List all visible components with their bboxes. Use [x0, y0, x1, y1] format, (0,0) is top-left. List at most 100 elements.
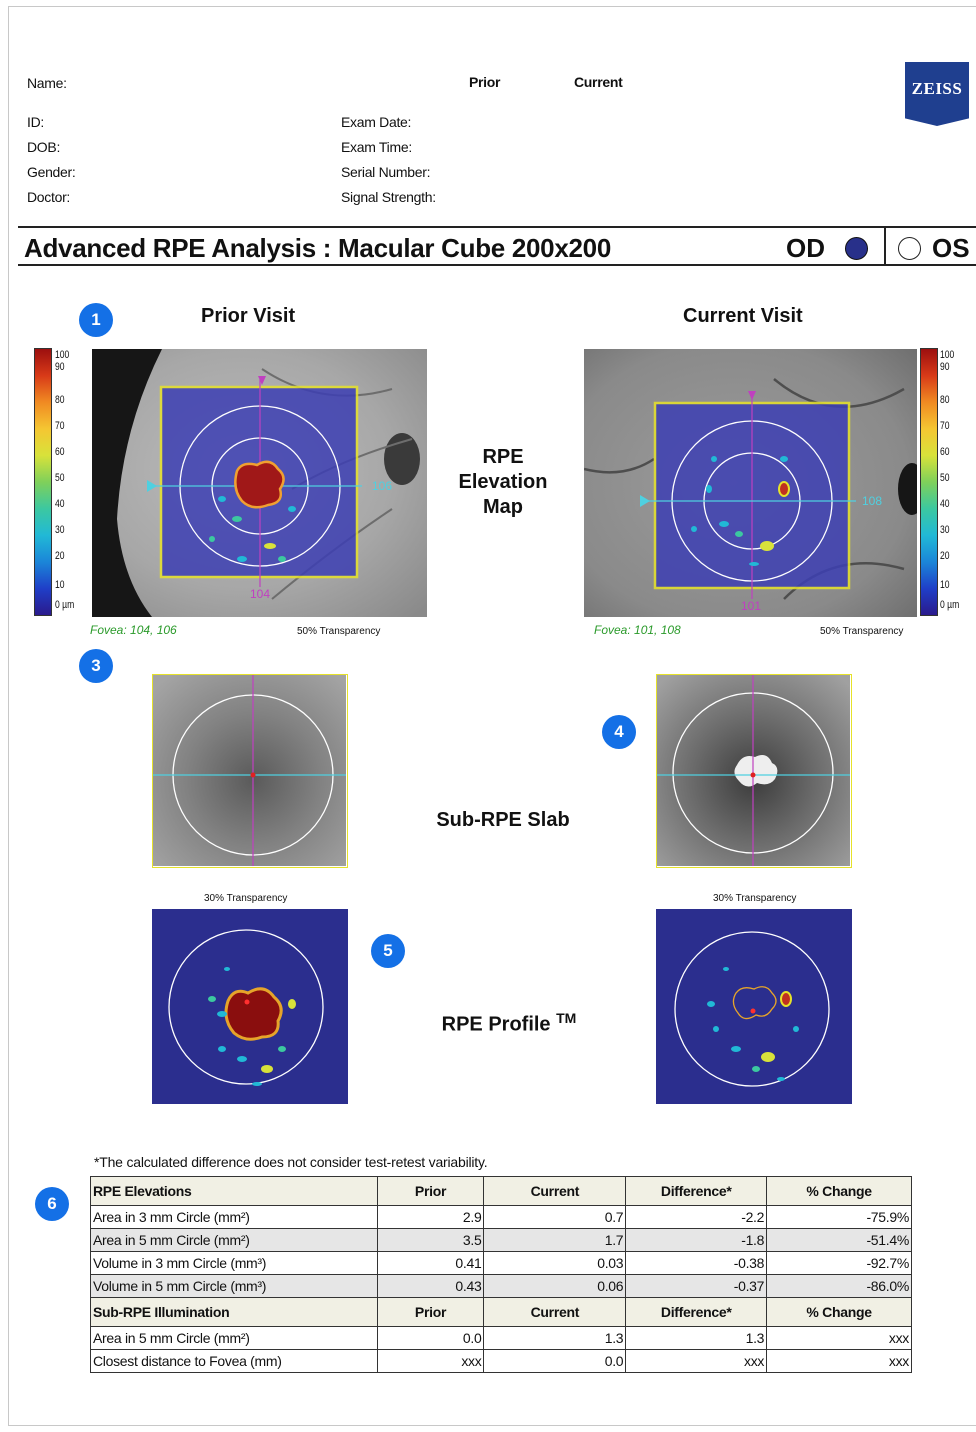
doctor-label: Doctor:	[27, 189, 71, 205]
prior-elevation-color-scale	[34, 348, 52, 616]
current-transparency-label: 50% Transparency	[820, 626, 904, 637]
current-visit-title: Current Visit	[683, 305, 803, 327]
scale-tick: 0 µm	[940, 599, 960, 611]
table-cell: 0.7	[483, 1205, 627, 1229]
od-radio-selected[interactable]	[845, 237, 868, 260]
table-header-row: RPE Elevations Prior Current Difference*…	[90, 1176, 912, 1206]
prior-elevation-map: 106 104	[92, 349, 427, 617]
rpe-profile-label: RPE Profile TM	[424, 1006, 594, 1038]
table-cell: 0.0	[376, 1326, 485, 1350]
title-bar: Advanced RPE Analysis : Macular Cube 200…	[18, 226, 976, 266]
table-cell: -0.38	[625, 1251, 768, 1275]
table-header-cell: Difference*	[625, 1297, 768, 1327]
scale-tick: 80	[940, 394, 950, 406]
prior-rpe-profile	[152, 909, 348, 1104]
table-cell: -75.9%	[766, 1205, 912, 1229]
current-horizontal-marker: 108	[862, 494, 883, 508]
dob-label: DOB:	[27, 139, 61, 155]
report-title: Advanced RPE Analysis : Macular Cube 200…	[24, 233, 611, 263]
prior-vertical-marker: 104	[250, 587, 271, 601]
table-cell: 2.9	[376, 1205, 485, 1229]
scale-tick: 50	[940, 472, 950, 484]
table-cell: xxx	[766, 1326, 912, 1350]
table-cell: xxx	[766, 1349, 912, 1373]
table-cell: -51.4%	[766, 1228, 912, 1252]
serial-number-label: Serial Number:	[341, 164, 431, 180]
scale-tick: 40	[55, 498, 65, 510]
table-cell: -2.2	[625, 1205, 768, 1229]
rpe-elevation-map-line2: Elevation	[458, 471, 548, 493]
rpe-profile-text: RPE Profile	[441, 1013, 551, 1036]
rpe-elevation-map-line1: RPE	[482, 446, 524, 468]
signal-strength-label: Signal Strength:	[341, 189, 436, 205]
table-header-cell: Difference*	[625, 1176, 768, 1206]
table-row: Closest distance to Fovea (mm) xxx 0.0 x…	[90, 1349, 912, 1373]
exam-date-label: Exam Date:	[341, 114, 412, 130]
table-header-cell: % Change	[766, 1297, 912, 1327]
prior-horizontal-marker: 106	[372, 479, 393, 493]
callout-badge-1: 1	[79, 303, 113, 337]
table-header-cell: Current	[483, 1297, 627, 1327]
scale-tick: 10	[940, 579, 950, 591]
os-label: OS	[932, 233, 970, 263]
table-cell: 3.5	[376, 1228, 485, 1252]
table-cell: xxx	[376, 1349, 485, 1373]
table-cell: 0.43	[376, 1274, 485, 1298]
table-cell: 0.06	[483, 1274, 627, 1298]
table-header-cell: % Change	[766, 1176, 912, 1206]
scale-tick: 20	[55, 550, 65, 562]
od-label: OD	[786, 233, 825, 263]
sub-rpe-slab-label: Sub-RPE Slab	[436, 809, 570, 831]
current-elevation-color-scale	[920, 348, 938, 616]
table-cell: -86.0%	[766, 1274, 912, 1298]
test-retest-note: *The calculated difference does not cons…	[94, 1154, 488, 1170]
table-cell: -92.7%	[766, 1251, 912, 1275]
scale-tick: 100	[940, 349, 955, 361]
table-header-row: Sub-RPE Illumination Prior Current Diffe…	[90, 1297, 912, 1327]
scale-tick: 90	[940, 361, 950, 373]
os-radio[interactable]	[898, 237, 921, 260]
table-cell: xxx	[625, 1349, 768, 1373]
table-cell: Volume in 3 mm Circle (mm³)	[90, 1251, 378, 1275]
callout-badge-6: 6	[35, 1187, 69, 1221]
rpe-profile-trademark: TM	[556, 1010, 577, 1026]
callout-badge-5: 5	[371, 934, 405, 968]
table-header-cell: Sub-RPE Illumination	[90, 1297, 378, 1327]
id-label: ID:	[27, 114, 44, 130]
table-cell: 1.3	[483, 1326, 627, 1350]
table-cell: 0.0	[483, 1349, 627, 1373]
table-row: Area in 5 mm Circle (mm²) 3.5 1.7 -1.8 -…	[90, 1228, 912, 1252]
prior-visit-title: Prior Visit	[201, 305, 296, 327]
header-current-label: Current	[574, 74, 623, 90]
table-row: Volume in 3 mm Circle (mm³) 0.41 0.03 -0…	[90, 1251, 912, 1275]
table-header-cell: Prior	[376, 1176, 485, 1206]
rpe-metrics-table: RPE Elevations Prior Current Difference*…	[90, 1176, 912, 1373]
scale-tick: 40	[940, 498, 950, 510]
current-elevation-map: 108 101	[584, 349, 917, 617]
table-row: Volume in 5 mm Circle (mm³) 0.43 0.06 -0…	[90, 1274, 912, 1298]
table-cell: 0.41	[376, 1251, 485, 1275]
scale-tick: 60	[940, 446, 950, 458]
table-cell: 1.7	[483, 1228, 627, 1252]
table-cell: -1.8	[625, 1228, 768, 1252]
name-label: Name:	[27, 75, 67, 91]
scale-tick: 70	[940, 420, 950, 432]
scale-tick: 70	[55, 420, 65, 432]
current-rpe-profile	[656, 909, 852, 1104]
table-header-cell: Current	[483, 1176, 627, 1206]
table-cell: Area in 5 mm Circle (mm²)	[90, 1228, 378, 1252]
scale-tick: 20	[940, 550, 950, 562]
table-row: Area in 5 mm Circle (mm²) 0.0 1.3 1.3 xx…	[90, 1326, 912, 1350]
prior-sub-rpe-slab	[152, 674, 348, 868]
callout-badge-3: 3	[79, 649, 113, 683]
table-header-cell: Prior	[376, 1297, 485, 1327]
table-cell: 0.03	[483, 1251, 627, 1275]
current-vertical-marker: 101	[741, 599, 762, 613]
table-cell: Volume in 5 mm Circle (mm³)	[90, 1274, 378, 1298]
prior-transparency-label: 50% Transparency	[297, 626, 381, 637]
table-cell: -0.37	[625, 1274, 768, 1298]
scale-tick: 30	[55, 524, 65, 536]
header-prior-label: Prior	[469, 74, 501, 90]
table-cell: Closest distance to Fovea (mm)	[90, 1349, 378, 1373]
prior-profile-transparency: 30% Transparency	[204, 893, 288, 904]
